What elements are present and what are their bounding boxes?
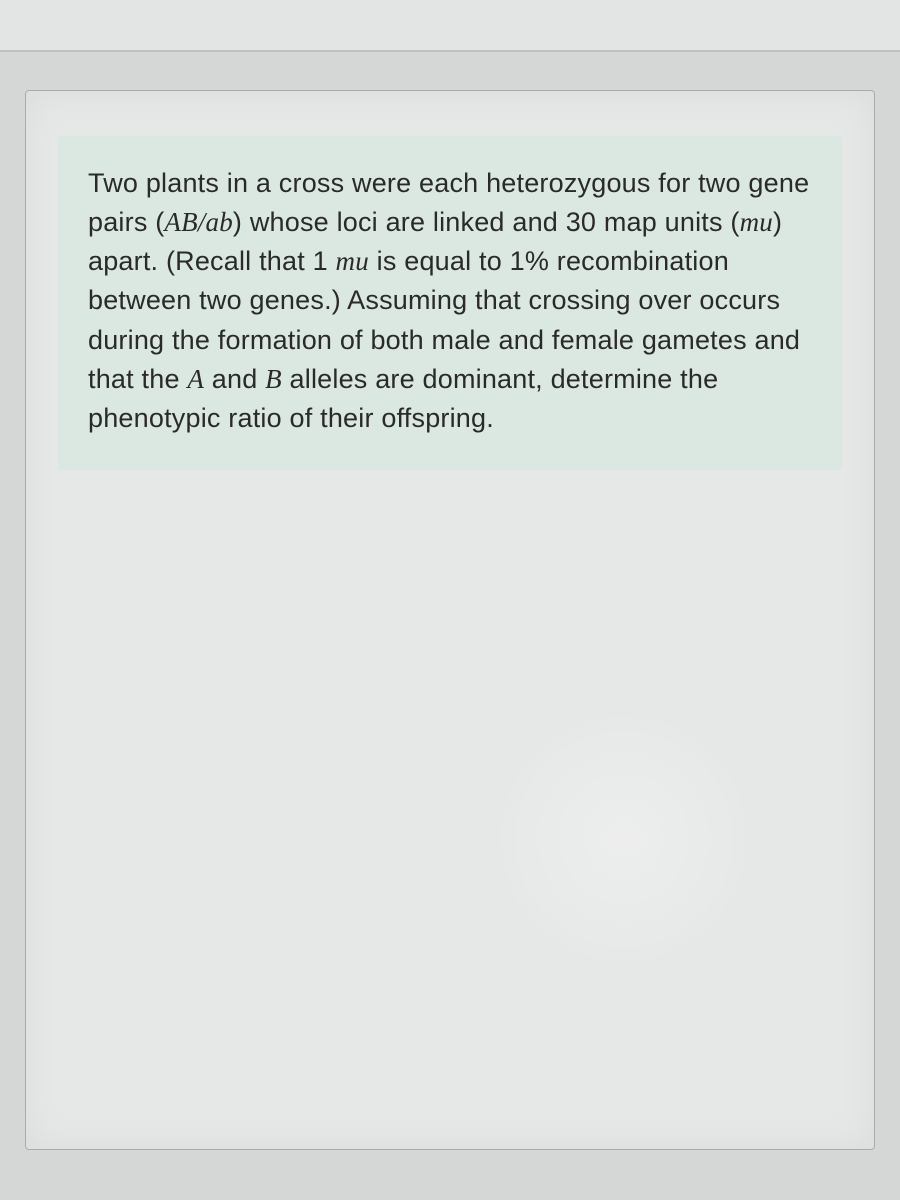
question-text: Two plants in a cross were each heterozy… bbox=[88, 164, 812, 438]
question-segment: and bbox=[204, 364, 265, 394]
content-panel: Two plants in a cross were each heterozy… bbox=[25, 90, 875, 1150]
question-segment: ) whose loci are linked and 30 map units… bbox=[233, 207, 740, 237]
watermark-glare bbox=[494, 709, 754, 969]
question-box: Two plants in a cross were each heterozy… bbox=[58, 136, 842, 470]
top-toolbar bbox=[0, 0, 900, 52]
genotype-math: AB/ab bbox=[164, 207, 233, 237]
allele-b-math: B bbox=[265, 364, 282, 394]
mu-math: mu bbox=[740, 207, 773, 237]
allele-a-math: A bbox=[187, 364, 204, 394]
mu-math: mu bbox=[336, 246, 369, 276]
